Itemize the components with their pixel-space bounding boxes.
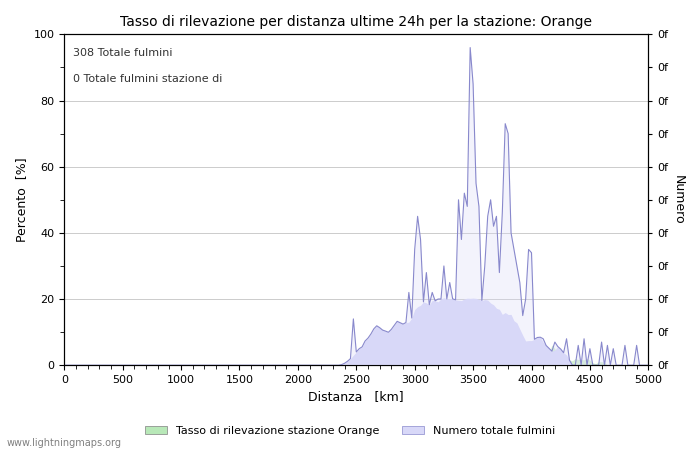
Y-axis label: Numero: Numero xyxy=(672,175,685,225)
Legend: Tasso di rilevazione stazione Orange, Numero totale fulmini: Tasso di rilevazione stazione Orange, Nu… xyxy=(141,421,559,440)
Text: 0 Totale fulmini stazione di: 0 Totale fulmini stazione di xyxy=(73,74,223,84)
X-axis label: Distanza   [km]: Distanza [km] xyxy=(309,391,404,404)
Y-axis label: Percento  [%]: Percento [%] xyxy=(15,158,28,242)
Title: Tasso di rilevazione per distanza ultime 24h per la stazione: Orange: Tasso di rilevazione per distanza ultime… xyxy=(120,15,592,29)
Text: 308 Totale fulmini: 308 Totale fulmini xyxy=(73,48,172,58)
Text: www.lightningmaps.org: www.lightningmaps.org xyxy=(7,438,122,448)
